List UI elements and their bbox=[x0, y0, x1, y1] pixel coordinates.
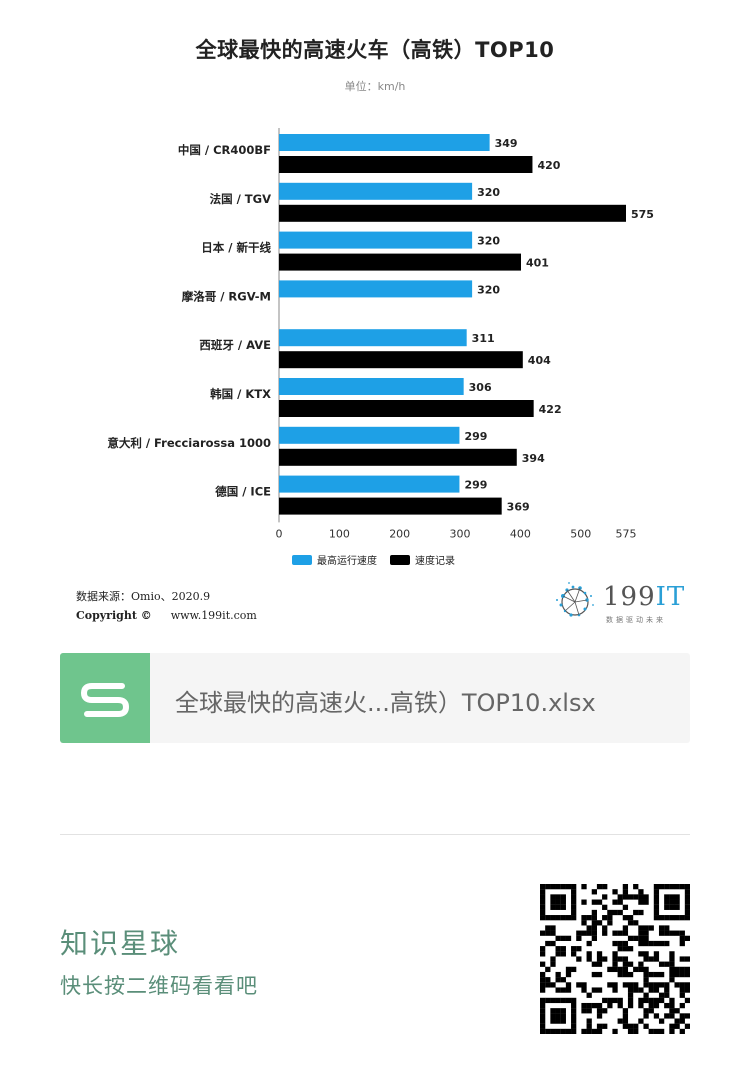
bar-value-label: 422 bbox=[539, 403, 562, 416]
legend-swatch bbox=[292, 555, 312, 565]
bar-value-label: 320 bbox=[477, 235, 500, 248]
bar-chart: 中国 / CR400BF 349 420 法国 / TGV 320 575 日本 / 新干线… bbox=[107, 128, 654, 567]
chart-card: 全球最快的高速火车（高铁）TOP10 单位：km/h 中国 / CR400BF 3… bbox=[76, 38, 686, 624]
x-tick-label: 200 bbox=[389, 527, 410, 540]
x-tick-label: 0 bbox=[276, 527, 283, 540]
bar-max-operating-speed bbox=[279, 426, 460, 444]
x-tick-label: 300 bbox=[450, 527, 471, 540]
category-label: 意大利 / Frecciarossa 1000 bbox=[107, 436, 271, 450]
bar-value-label: 369 bbox=[507, 501, 530, 514]
brand-slogan: 数据驱动未来 bbox=[606, 616, 666, 624]
bar-value-label: 575 bbox=[631, 208, 654, 221]
legend-swatch bbox=[390, 555, 410, 565]
bar-max-operating-speed bbox=[279, 280, 473, 298]
category-label: 中国 / CR400BF bbox=[178, 143, 271, 157]
bar-max-operating-speed bbox=[279, 378, 464, 395]
bar-value-label: 401 bbox=[526, 257, 549, 270]
bar-value-label: 394 bbox=[522, 452, 545, 465]
x-tick-label: 400 bbox=[510, 527, 531, 540]
x-tick-label: 100 bbox=[329, 527, 350, 540]
category-label: 韩国 / KTX bbox=[210, 387, 271, 401]
category-label: 摩洛哥 / RGV-M bbox=[182, 289, 271, 303]
qr-code-icon[interactable] bbox=[540, 884, 690, 1034]
bar-max-operating-speed bbox=[279, 231, 473, 249]
bar-max-operating-speed bbox=[279, 329, 467, 347]
bar-value-label: 299 bbox=[464, 479, 487, 492]
divider bbox=[60, 834, 690, 835]
spreadsheet-s-icon bbox=[60, 653, 150, 743]
category-label: 日本 / 新干线 bbox=[201, 241, 271, 255]
copyright-label: Copyright © bbox=[76, 609, 152, 622]
category-label: 德国 / ICE bbox=[214, 485, 271, 499]
bar-value-label: 320 bbox=[477, 186, 500, 199]
bar-value-label: 420 bbox=[537, 159, 560, 172]
bar-max-operating-speed bbox=[279, 134, 490, 151]
brand-name: 199IT bbox=[603, 582, 686, 612]
bar-value-label: 299 bbox=[464, 430, 487, 443]
bar-speed-record bbox=[279, 253, 521, 271]
attachment-card[interactable]: 全球最快的高速火...高铁）TOP10.xlsx bbox=[60, 653, 690, 743]
copyright-line: Copyright © www.199it.com bbox=[76, 609, 257, 622]
brand-logo-icon bbox=[556, 582, 594, 617]
promo-subtitle: 快长按二维码看看吧 bbox=[60, 974, 258, 998]
x-tick-label: 500 bbox=[570, 527, 591, 540]
legend-label: 速度记录 bbox=[415, 554, 455, 567]
bar-max-operating-speed bbox=[279, 182, 473, 200]
data-source: 数据来源：Omio、2020.9 bbox=[76, 590, 211, 603]
bar-value-label: 320 bbox=[477, 283, 500, 296]
bar-speed-record bbox=[279, 351, 523, 369]
bar-speed-record bbox=[279, 204, 626, 222]
promo-title: 知识星球 bbox=[60, 927, 181, 960]
bar-max-operating-speed bbox=[279, 475, 460, 493]
legend-label: 最高运行速度 bbox=[317, 554, 377, 567]
category-label: 法国 / TGV bbox=[210, 192, 271, 206]
chart-title: 全球最快的高速火车（高铁）TOP10 bbox=[195, 38, 555, 62]
bar-speed-record bbox=[279, 497, 502, 515]
bar-speed-record bbox=[279, 156, 533, 173]
bar-value-label: 306 bbox=[469, 381, 492, 394]
bar-value-label: 311 bbox=[472, 332, 495, 345]
bar-speed-record bbox=[279, 448, 517, 466]
bar-value-label: 349 bbox=[495, 137, 518, 150]
category-label: 西班牙 / AVE bbox=[199, 338, 271, 352]
bar-speed-record bbox=[279, 400, 534, 417]
bar-value-label: 404 bbox=[528, 354, 551, 367]
website-link[interactable]: www.199it.com bbox=[170, 609, 257, 622]
attachment-filename: 全球最快的高速火...高铁）TOP10.xlsx bbox=[175, 689, 596, 717]
chart-subtitle: 单位：km/h bbox=[344, 80, 406, 93]
x-tick-label: 575 bbox=[616, 527, 637, 540]
